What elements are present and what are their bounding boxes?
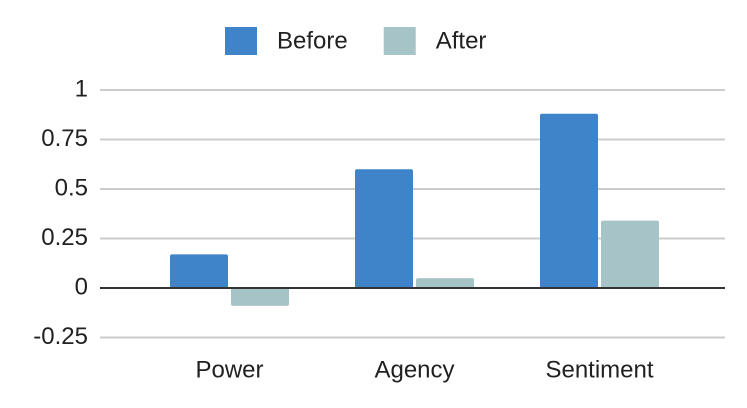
legend-swatch: [225, 27, 257, 55]
legend-swatch: [383, 27, 416, 55]
bar: [540, 113, 598, 288]
x-tick-label: Agency: [374, 356, 454, 383]
legend-label: After: [436, 27, 487, 54]
bar: [231, 288, 289, 306]
y-tick-label: 0.5: [55, 174, 88, 201]
y-tick-label: 0.25: [41, 224, 88, 251]
x-tick-label: Power: [195, 356, 263, 383]
bar: [416, 278, 474, 288]
bar: [355, 169, 413, 288]
bar: [601, 220, 659, 288]
y-tick-label: 0.75: [41, 125, 88, 152]
legend-label: Before: [277, 27, 348, 54]
x-tick-label: Sentiment: [545, 356, 653, 383]
y-tick-label: 1: [75, 75, 88, 102]
y-tick-label: 0: [75, 273, 88, 300]
y-tick-label: -0.25: [33, 323, 88, 350]
bar: [170, 254, 228, 288]
